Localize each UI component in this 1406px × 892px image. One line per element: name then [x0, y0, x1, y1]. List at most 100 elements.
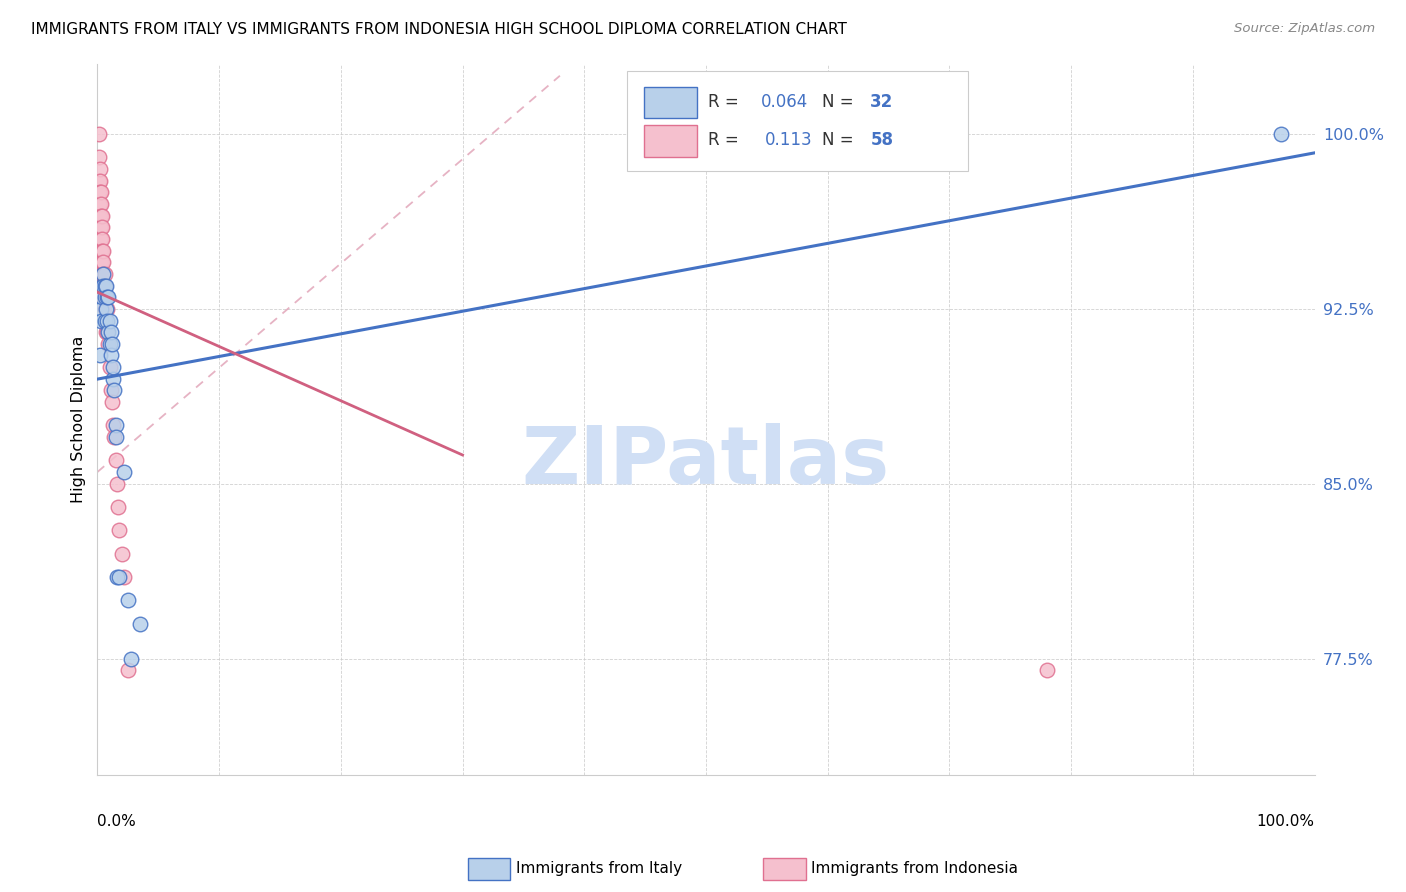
Text: Immigrants from Italy: Immigrants from Italy: [516, 862, 682, 876]
Point: [89, 186, 111, 200]
Point: [104, 430, 127, 444]
Point: [91, 267, 114, 281]
Point: [100, 384, 122, 398]
Point: [1036, 663, 1059, 677]
Point: [105, 570, 128, 584]
Point: [97, 290, 120, 304]
Point: [87, 209, 110, 223]
Point: [101, 336, 124, 351]
Text: 100.0%: 100.0%: [1257, 814, 1315, 830]
Point: [90, 220, 112, 235]
Point: [94, 290, 117, 304]
Point: [101, 372, 124, 386]
Point: [120, 651, 142, 665]
Point: [94, 301, 117, 316]
Point: [91, 232, 114, 246]
Point: [103, 384, 125, 398]
FancyBboxPatch shape: [644, 87, 697, 118]
Text: Source: ZipAtlas.com: Source: ZipAtlas.com: [1234, 22, 1375, 36]
Point: [108, 524, 131, 538]
Point: [98, 313, 121, 327]
Point: [129, 616, 152, 631]
Point: [89, 209, 111, 223]
Point: [89, 244, 111, 258]
Point: [112, 465, 135, 479]
Point: [93, 290, 115, 304]
Text: ZIPatlas: ZIPatlas: [522, 424, 890, 501]
Point: [97, 336, 120, 351]
Text: Immigrants from Indonesia: Immigrants from Indonesia: [811, 862, 1018, 876]
Point: [100, 325, 122, 339]
FancyBboxPatch shape: [644, 125, 697, 156]
Point: [98, 336, 121, 351]
Text: 0.0%: 0.0%: [97, 814, 136, 830]
Point: [105, 476, 128, 491]
Point: [91, 220, 114, 235]
Point: [87, 174, 110, 188]
Point: [93, 267, 115, 281]
Text: R =: R =: [709, 131, 749, 149]
Point: [93, 267, 115, 281]
Point: [91, 278, 114, 293]
Point: [103, 430, 125, 444]
Point: [89, 232, 111, 246]
Point: [93, 278, 115, 293]
Point: [87, 127, 110, 141]
Point: [93, 301, 115, 316]
Point: [94, 325, 117, 339]
Point: [93, 244, 115, 258]
Point: [90, 278, 112, 293]
Text: N =: N =: [821, 131, 859, 149]
Point: [89, 197, 111, 211]
Point: [96, 313, 118, 327]
Point: [96, 301, 118, 316]
Point: [96, 290, 118, 304]
Point: [90, 301, 112, 316]
Point: [91, 278, 114, 293]
Point: [91, 244, 114, 258]
Point: [108, 570, 131, 584]
Point: [93, 278, 115, 293]
Point: [93, 290, 115, 304]
Point: [90, 209, 112, 223]
Point: [87, 197, 110, 211]
Y-axis label: High School Diploma: High School Diploma: [72, 336, 86, 503]
Text: 0.064: 0.064: [761, 93, 808, 111]
Point: [94, 278, 117, 293]
FancyBboxPatch shape: [627, 71, 967, 170]
Text: IMMIGRANTS FROM ITALY VS IMMIGRANTS FROM INDONESIA HIGH SCHOOL DIPLOMA CORRELATI: IMMIGRANTS FROM ITALY VS IMMIGRANTS FROM…: [31, 22, 846, 37]
Point: [90, 255, 112, 269]
Point: [97, 325, 120, 339]
Text: 32: 32: [870, 93, 894, 111]
Point: [91, 290, 114, 304]
Point: [87, 186, 110, 200]
Point: [100, 349, 122, 363]
Point: [90, 186, 112, 200]
Point: [91, 255, 114, 269]
Point: [90, 232, 112, 246]
Point: [101, 360, 124, 375]
Point: [93, 278, 115, 293]
Point: [104, 418, 127, 433]
Text: R =: R =: [709, 93, 744, 111]
Point: [104, 453, 127, 467]
Point: [93, 255, 115, 269]
Point: [93, 313, 115, 327]
Point: [93, 278, 115, 293]
Point: [90, 244, 112, 258]
Text: N =: N =: [821, 93, 859, 111]
Point: [1270, 127, 1292, 141]
Point: [89, 174, 111, 188]
Point: [90, 197, 112, 211]
Point: [96, 325, 118, 339]
Text: 0.113: 0.113: [765, 131, 813, 149]
Point: [89, 255, 111, 269]
Point: [117, 663, 139, 677]
Point: [93, 267, 115, 281]
Point: [101, 395, 124, 409]
Point: [98, 360, 121, 375]
Point: [87, 150, 110, 164]
Point: [89, 349, 111, 363]
Point: [89, 161, 111, 176]
Point: [90, 313, 112, 327]
